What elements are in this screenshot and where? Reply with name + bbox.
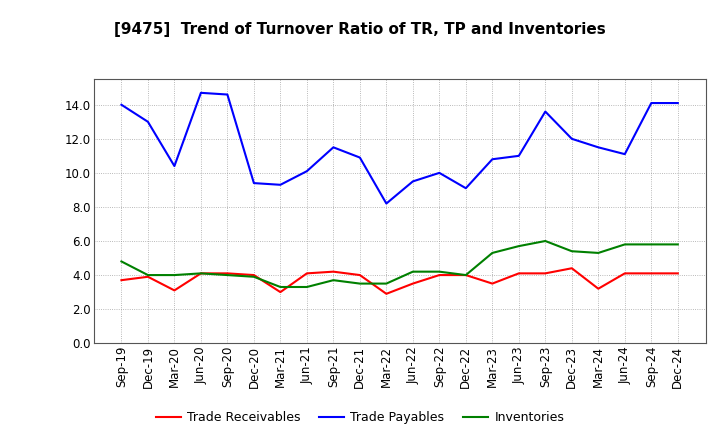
Inventories xyxy=(382,281,391,286)
Trade Receivables xyxy=(515,271,523,276)
Trade Payables xyxy=(647,100,656,106)
Trade Payables xyxy=(329,145,338,150)
Trade Receivables xyxy=(382,291,391,297)
Trade Receivables xyxy=(594,286,603,291)
Inventories xyxy=(515,243,523,249)
Inventories xyxy=(408,269,417,274)
Trade Payables xyxy=(541,109,549,114)
Inventories xyxy=(435,269,444,274)
Trade Receivables xyxy=(170,288,179,293)
Trade Payables xyxy=(250,180,258,186)
Trade Payables xyxy=(302,169,311,174)
Trade Payables xyxy=(223,92,232,97)
Text: [9475]  Trend of Turnover Ratio of TR, TP and Inventories: [9475] Trend of Turnover Ratio of TR, TP… xyxy=(114,22,606,37)
Trade Payables xyxy=(567,136,576,141)
Trade Receivables xyxy=(143,274,152,279)
Trade Receivables xyxy=(302,271,311,276)
Trade Payables xyxy=(515,153,523,158)
Line: Trade Payables: Trade Payables xyxy=(122,93,678,204)
Trade Receivables xyxy=(276,290,284,295)
Line: Trade Receivables: Trade Receivables xyxy=(122,268,678,294)
Trade Receivables xyxy=(621,271,629,276)
Trade Payables xyxy=(356,155,364,160)
Inventories xyxy=(673,242,682,247)
Trade Receivables xyxy=(435,272,444,278)
Inventories xyxy=(621,242,629,247)
Trade Payables xyxy=(488,157,497,162)
Trade Receivables xyxy=(567,266,576,271)
Inventories xyxy=(329,278,338,283)
Trade Receivables xyxy=(329,269,338,274)
Trade Payables xyxy=(170,163,179,169)
Inventories xyxy=(567,249,576,254)
Inventories xyxy=(117,259,126,264)
Inventories xyxy=(276,284,284,290)
Trade Payables xyxy=(117,102,126,107)
Inventories xyxy=(488,250,497,256)
Inventories xyxy=(356,281,364,286)
Trade Payables xyxy=(408,179,417,184)
Inventories xyxy=(462,272,470,278)
Trade Receivables xyxy=(250,272,258,278)
Trade Receivables xyxy=(462,272,470,278)
Trade Receivables xyxy=(673,271,682,276)
Trade Receivables xyxy=(408,281,417,286)
Trade Receivables xyxy=(223,271,232,276)
Trade Payables xyxy=(594,145,603,150)
Trade Payables xyxy=(382,201,391,206)
Inventories xyxy=(302,284,311,290)
Trade Payables xyxy=(143,119,152,125)
Trade Payables xyxy=(276,182,284,187)
Trade Receivables xyxy=(541,271,549,276)
Trade Payables xyxy=(621,151,629,157)
Trade Receivables xyxy=(197,271,205,276)
Line: Inventories: Inventories xyxy=(122,241,678,287)
Trade Payables xyxy=(197,90,205,95)
Inventories xyxy=(170,272,179,278)
Trade Receivables xyxy=(356,272,364,278)
Inventories xyxy=(197,271,205,276)
Inventories xyxy=(223,272,232,278)
Inventories xyxy=(143,272,152,278)
Trade Receivables xyxy=(647,271,656,276)
Legend: Trade Receivables, Trade Payables, Inventories: Trade Receivables, Trade Payables, Inven… xyxy=(150,407,570,429)
Trade Payables xyxy=(435,170,444,176)
Inventories xyxy=(594,250,603,256)
Trade Payables xyxy=(673,100,682,106)
Trade Receivables xyxy=(488,281,497,286)
Inventories xyxy=(250,274,258,279)
Inventories xyxy=(541,238,549,244)
Trade Receivables xyxy=(117,278,126,283)
Trade Payables xyxy=(462,186,470,191)
Inventories xyxy=(647,242,656,247)
